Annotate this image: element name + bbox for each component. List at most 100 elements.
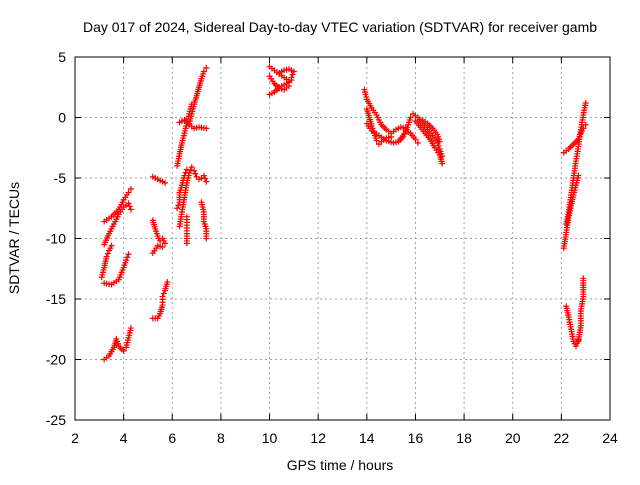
data-point-marker <box>125 251 132 258</box>
y-tick-label: -15 <box>46 291 66 307</box>
series-arc-21 <box>363 120 421 146</box>
data-point-marker <box>576 133 583 140</box>
data-point-marker <box>186 170 193 177</box>
data-point-marker <box>160 290 167 297</box>
data-point-marker <box>188 164 195 171</box>
data-point-marker <box>187 167 194 174</box>
x-tick-label: 20 <box>505 430 521 446</box>
series-arc-24 <box>419 116 443 145</box>
x-tick-label: 16 <box>408 430 424 446</box>
data-point-marker <box>288 76 295 83</box>
grid-lines <box>75 57 610 420</box>
y-axis-label: SDTVAR / TECUs <box>6 182 22 294</box>
y-tick-label: -20 <box>46 352 66 368</box>
data-points <box>98 63 589 363</box>
axis-ticks <box>74 56 611 421</box>
data-point-marker <box>104 250 111 257</box>
data-point-marker <box>127 325 134 332</box>
data-point-marker <box>103 253 110 260</box>
data-point-marker <box>161 179 168 186</box>
data-point-marker <box>127 185 134 192</box>
x-tick-label: 24 <box>602 430 618 446</box>
data-point-marker <box>191 167 198 174</box>
x-tick-label: 12 <box>310 430 326 446</box>
data-point-marker <box>124 254 131 261</box>
data-point-marker <box>182 169 189 176</box>
series-arc-27 <box>560 121 589 156</box>
data-point-marker <box>276 69 283 76</box>
data-point-marker <box>161 240 168 247</box>
x-tick-label: 10 <box>262 430 278 446</box>
data-point-marker <box>580 275 587 282</box>
data-point-marker <box>286 83 292 90</box>
series-arc-13 <box>174 166 190 212</box>
series-arc-28 <box>563 303 582 350</box>
series-arc-8 <box>149 279 171 322</box>
data-point-marker <box>126 203 133 210</box>
series-arc-11 <box>174 101 195 169</box>
series-arc-18 <box>266 73 292 93</box>
data-point-marker <box>388 133 395 140</box>
data-point-marker <box>149 250 156 257</box>
data-point-marker <box>582 99 589 106</box>
x-tick-label: 18 <box>456 430 472 446</box>
series-arc-15 <box>198 199 210 242</box>
data-point-marker <box>181 172 188 179</box>
series-arc-6 <box>149 173 168 186</box>
y-tick-label: -5 <box>54 170 67 186</box>
series-arc-5 <box>101 325 134 363</box>
data-point-marker <box>200 68 207 75</box>
series-arc-14 <box>183 213 190 247</box>
data-point-marker <box>414 139 421 146</box>
x-tick-label: 6 <box>168 430 176 446</box>
x-tick-labels: 2 4 6 8 10 12 14 16 18 20 22 24 <box>71 430 618 446</box>
data-point-marker <box>125 200 132 207</box>
data-point-marker <box>127 206 134 213</box>
data-point-marker <box>289 71 296 78</box>
series-arc-3 <box>98 242 115 281</box>
series-arc-12 <box>176 164 210 230</box>
series-arc-23 <box>412 118 446 167</box>
series-arc-19 <box>361 86 409 137</box>
x-tick-label: 14 <box>359 430 375 446</box>
y-tick-label: 0 <box>58 110 66 126</box>
x-tick-label: 22 <box>554 430 570 446</box>
data-point-marker <box>203 178 210 185</box>
series-arc-7 <box>149 217 168 257</box>
data-point-marker <box>183 213 190 220</box>
data-point-marker <box>183 166 190 173</box>
data-point-marker <box>202 175 209 182</box>
y-tick-labels: 5 0 -5 -10 -15 -20 -25 <box>46 49 66 428</box>
data-point-marker <box>373 137 380 144</box>
data-point-marker <box>436 138 443 145</box>
data-point-marker <box>575 136 582 143</box>
data-point-marker <box>412 136 419 143</box>
data-point-marker <box>203 125 210 132</box>
data-point-marker <box>580 125 587 132</box>
data-point-marker <box>203 235 210 242</box>
series-arc-22 <box>397 110 446 160</box>
data-point-marker <box>125 189 132 196</box>
data-point-marker <box>175 202 182 209</box>
y-tick-label: -10 <box>46 231 66 247</box>
series-arc-4 <box>101 251 132 288</box>
data-point-marker <box>174 205 181 212</box>
series-arc-2 <box>101 200 134 248</box>
y-tick-label: 5 <box>58 49 66 65</box>
data-point-marker <box>192 170 199 177</box>
data-point-marker <box>582 121 589 128</box>
data-point-marker <box>407 114 414 121</box>
data-point-marker <box>120 348 127 355</box>
series-arc-29 <box>575 275 587 345</box>
x-axis-label: GPS time / hours <box>287 457 394 473</box>
x-tick-label: 2 <box>71 430 79 446</box>
data-point-marker <box>164 279 171 286</box>
chart-title: Day 017 of 2024, Sidereal Day-to-day VTE… <box>83 19 597 35</box>
data-point-marker <box>203 64 210 71</box>
x-tick-label: 8 <box>217 430 225 446</box>
data-point-marker <box>200 172 207 179</box>
data-point-marker <box>108 242 115 249</box>
